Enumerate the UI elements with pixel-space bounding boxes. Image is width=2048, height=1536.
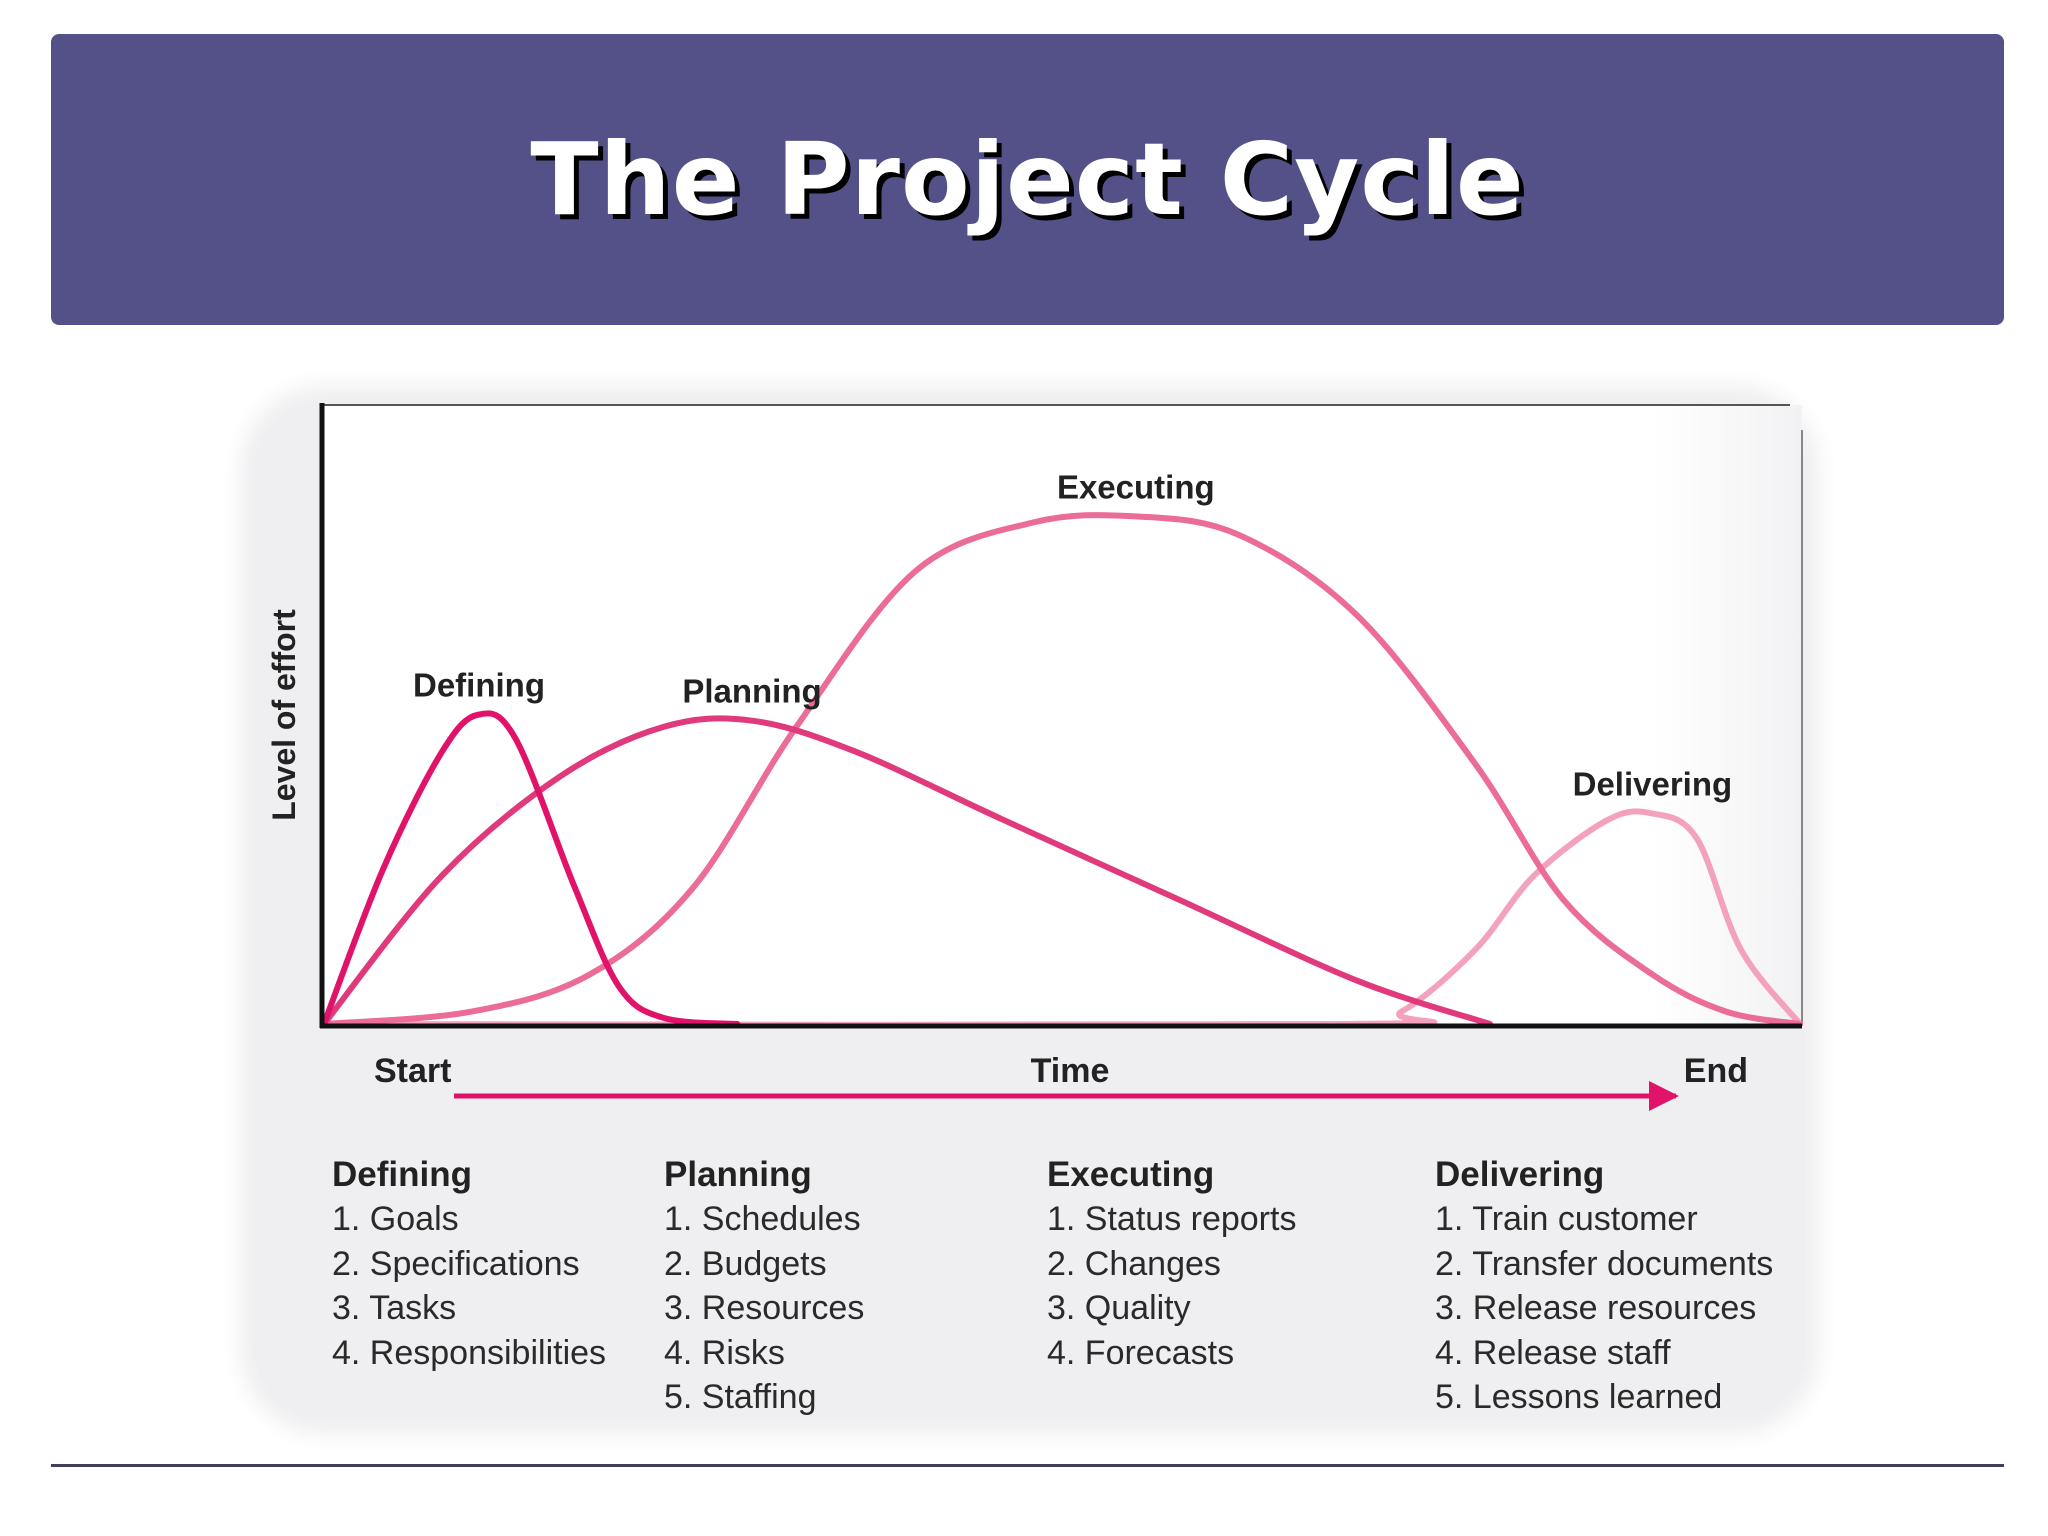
list-item: 1. Train customer <box>1435 1200 1698 1238</box>
list-item: 3. Release resources <box>1435 1289 1757 1328</box>
list-item: 2. Changes <box>1047 1244 1221 1283</box>
list-item: 2. Transfer documents <box>1435 1244 1774 1283</box>
list-item: 3. Quality <box>1047 1289 1191 1328</box>
list-item: 2. Specifications <box>332 1244 580 1283</box>
slide-title: The Project Cycle <box>530 121 1525 238</box>
list-item: 1. Schedules <box>664 1200 861 1238</box>
phase-title: Executing <box>1047 1155 1215 1194</box>
curve-labels: Defining Planning Executing Delivering <box>413 468 1732 802</box>
x-end-label: End <box>1684 1052 1748 1090</box>
list-item: 3. Resources <box>664 1289 865 1328</box>
list-item: 1. Goals <box>332 1200 459 1238</box>
phase-column-planning: Planning 1. Schedules 2. Budgets 3. Reso… <box>664 1153 864 1420</box>
series-line-planning <box>321 715 1493 1027</box>
plot-area <box>322 405 1802 1026</box>
list-item: 4. Risks <box>664 1333 785 1372</box>
phase-curves <box>321 512 1803 1028</box>
list-item: 1. Status reports <box>1047 1200 1297 1238</box>
phase-column-delivering: Delivering 1. Train customer 2. Transfer… <box>1435 1153 1773 1420</box>
phase-title: Defining <box>332 1155 472 1194</box>
x-axis-label: Time <box>1031 1052 1110 1090</box>
list-item: 4. Release staff <box>1435 1333 1671 1372</box>
list-item: 4. Forecasts <box>1047 1333 1235 1372</box>
series-label-defining: Defining <box>413 667 545 704</box>
series-label-executing: Executing <box>1057 468 1215 505</box>
phase-title: Planning <box>664 1155 812 1194</box>
series-label-delivering: Delivering <box>1573 766 1733 803</box>
list-item: 5. Staffing <box>664 1378 817 1417</box>
y-axis-label: Level of effort <box>266 609 302 821</box>
phase-column-executing: Executing 1. Status reports 2. Changes 3… <box>1047 1153 1296 1375</box>
list-item: 3. Tasks <box>332 1289 457 1328</box>
bottom-rule <box>51 1464 2004 1467</box>
list-item: 2. Budgets <box>664 1244 827 1283</box>
series-line-defining <box>321 710 741 1027</box>
series-line-executing <box>321 512 1803 1027</box>
phase-column-defining: Defining 1. Goals 2. Specifications 3. T… <box>332 1153 606 1375</box>
series-label-planning: Planning <box>682 673 821 710</box>
title-banner: The Project Cycle <box>51 34 2004 325</box>
list-item: 4. Responsibilities <box>332 1333 607 1372</box>
list-item: 5. Lessons learned <box>1435 1378 1723 1417</box>
phase-title: Delivering <box>1435 1155 1605 1194</box>
x-start-label: Start <box>374 1052 451 1090</box>
